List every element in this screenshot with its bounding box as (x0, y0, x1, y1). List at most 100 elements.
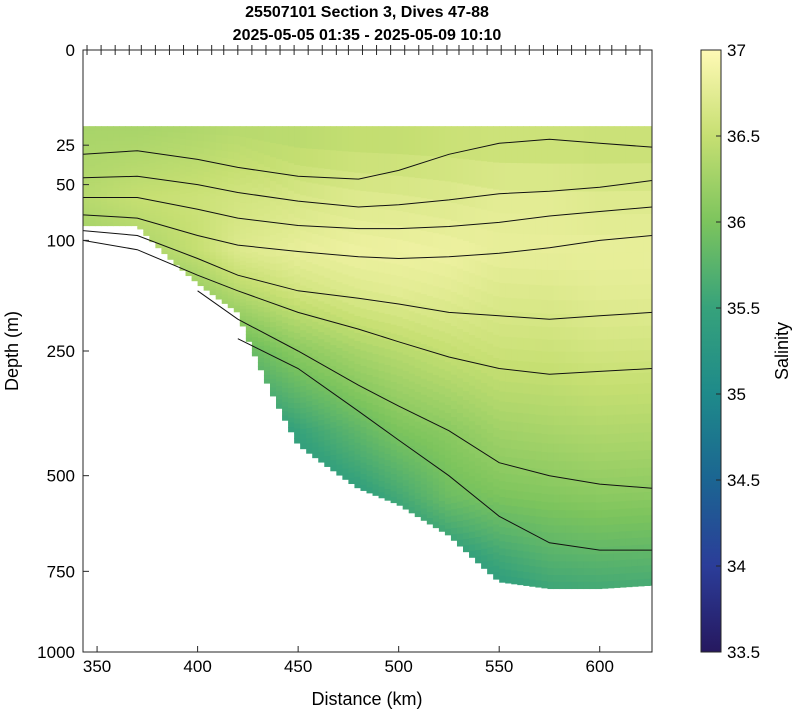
salinity-cell (372, 208, 380, 224)
salinity-cell (348, 450, 356, 457)
salinity-cell (173, 220, 181, 224)
salinity-cell (113, 168, 120, 172)
salinity-cell (366, 447, 374, 455)
salinity-cell (131, 189, 138, 193)
salinity-cell (179, 217, 187, 222)
salinity-cell (438, 180, 446, 202)
salinity-cell (390, 374, 398, 383)
salinity-cell (414, 126, 422, 156)
salinity-cell (601, 539, 609, 548)
salinity-cell (233, 279, 241, 284)
salinity-cell (306, 412, 313, 419)
salinity-cell (583, 363, 591, 376)
salinity-cell (583, 502, 591, 511)
salinity-cell (481, 437, 488, 447)
salinity-cell (426, 317, 434, 328)
salinity-cell (348, 408, 356, 416)
salinity-cell (155, 182, 163, 186)
salinity-cell (167, 184, 175, 189)
salinity-cell (469, 437, 476, 447)
salinity-cell (131, 141, 138, 146)
salinity-cell (426, 487, 434, 495)
salinity-cell (456, 378, 464, 389)
salinity-cell (173, 247, 181, 251)
salinity-cell (227, 231, 235, 237)
salinity-cell (619, 394, 627, 406)
salinity-cell (529, 552, 536, 560)
salinity-cell (589, 434, 597, 445)
salinity-cell (227, 255, 235, 260)
salinity-cell (649, 450, 652, 460)
salinity-cell (83, 206, 90, 210)
salinity-cell (631, 579, 639, 587)
salinity-cell (101, 187, 108, 191)
salinity-cell (354, 268, 362, 280)
salinity-cell (426, 405, 434, 414)
salinity-cell (601, 234, 609, 254)
salinity-cell (263, 141, 271, 156)
salinity-cell (203, 238, 211, 243)
salinity-cell (456, 183, 464, 205)
salinity-cell (119, 214, 126, 217)
salinity-cell (107, 212, 114, 216)
salinity-cell (517, 372, 524, 384)
salinity-cell (161, 217, 169, 221)
salinity-cell (396, 383, 404, 392)
salinity-cell (619, 553, 627, 561)
salinity-cell (565, 510, 573, 519)
salinity-cell (444, 413, 452, 422)
salinity-cell (432, 497, 440, 505)
salinity-cell (637, 551, 645, 560)
salinity-cell (637, 361, 645, 374)
salinity-cell (245, 203, 253, 211)
salinity-cell (601, 525, 609, 534)
salinity-cell (269, 201, 277, 211)
salinity-cell (649, 571, 652, 580)
salinity-cell (143, 233, 150, 236)
salinity-cell (463, 425, 470, 435)
salinity-cell (167, 221, 175, 226)
salinity-cell (95, 198, 102, 202)
salinity-cell (107, 218, 114, 221)
salinity-cell (167, 237, 175, 241)
salinity-cell (83, 126, 90, 131)
salinity-cell (282, 362, 289, 369)
salinity-cell (643, 350, 651, 363)
salinity-cell (149, 131, 156, 137)
salinity-cell (559, 191, 567, 216)
salinity-cell (257, 164, 265, 175)
salinity-cell (101, 162, 108, 166)
salinity-cell (613, 580, 621, 588)
salinity-cell (643, 393, 651, 405)
salinity-cell (257, 208, 265, 217)
salinity-cell (414, 303, 422, 314)
salinity-cell (535, 163, 543, 192)
salinity-cell (450, 509, 458, 517)
salinity-cell (119, 147, 126, 152)
salinity-cell (89, 126, 96, 131)
salinity-cell (185, 265, 193, 269)
salinity-cell (294, 248, 301, 258)
salinity-cell (119, 178, 126, 182)
salinity-cell (167, 219, 175, 223)
salinity-cell (565, 575, 573, 583)
salinity-cell (601, 502, 609, 511)
salinity-cell (444, 323, 452, 334)
salinity-cell (191, 250, 199, 254)
salinity-cell (372, 126, 380, 154)
salinity-cell (161, 242, 169, 246)
salinity-cell (324, 126, 331, 151)
salinity-cell (203, 248, 211, 253)
salinity-cell (263, 312, 271, 318)
salinity-cell (493, 478, 500, 488)
salinity-cell (438, 410, 446, 419)
salinity-cell (432, 458, 440, 466)
salinity-cell (595, 425, 603, 436)
salinity-cell (456, 421, 464, 430)
salinity-cell (607, 539, 615, 548)
salinity-cell (384, 250, 392, 264)
salinity-cell (179, 155, 187, 162)
salinity-cell (463, 506, 470, 514)
salinity-cell (625, 252, 633, 270)
salinity-cell (547, 314, 555, 328)
